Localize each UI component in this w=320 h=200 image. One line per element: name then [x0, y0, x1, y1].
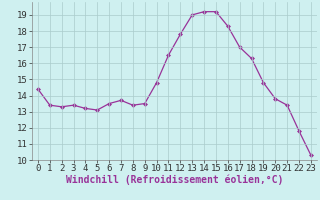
X-axis label: Windchill (Refroidissement éolien,°C): Windchill (Refroidissement éolien,°C)	[66, 175, 283, 185]
